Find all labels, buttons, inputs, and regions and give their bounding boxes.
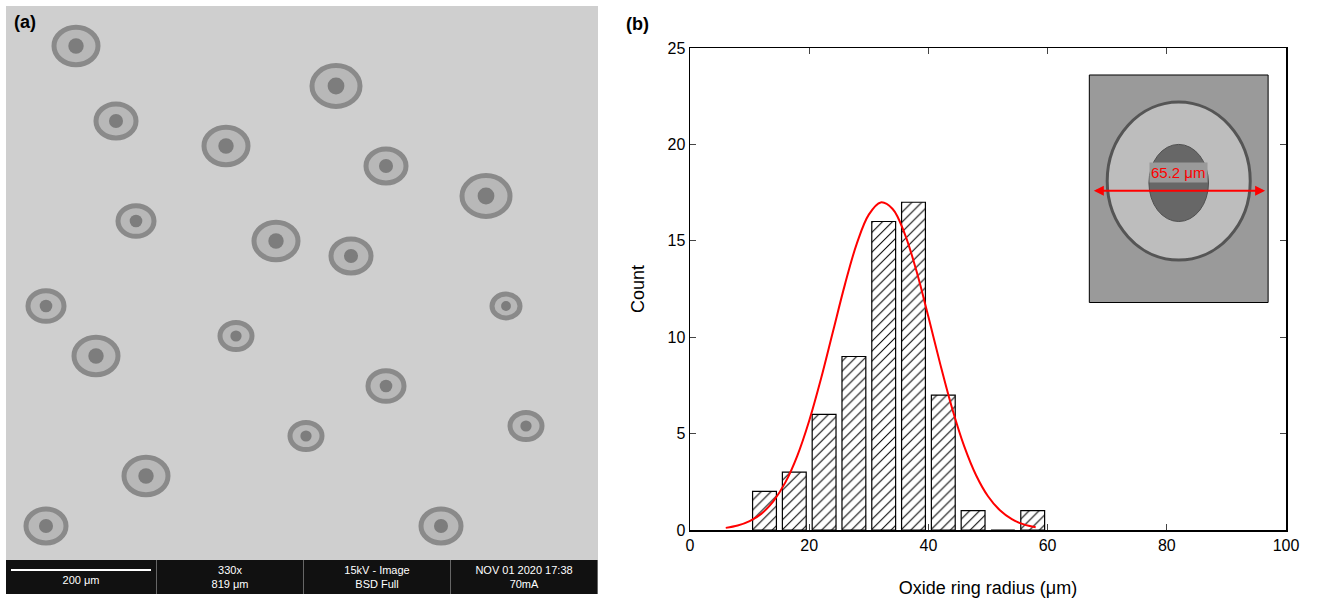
html-text:330x: 330x bbox=[218, 564, 242, 576]
html-text:200 μm: 200 μm bbox=[62, 573, 100, 586]
svg-text:0: 0 bbox=[676, 522, 685, 539]
svg-text:0: 0 bbox=[686, 537, 695, 554]
html-text:819 μm: 819 μm bbox=[211, 578, 249, 590]
html-text:70mA: 70mA bbox=[509, 578, 539, 590]
svg-text:10: 10 bbox=[668, 329, 686, 346]
svg-text:Count: Count bbox=[628, 265, 648, 313]
html-text:(a): (a) bbox=[14, 12, 36, 32]
html-text:NOV 01 2020 17:38: NOV 01 2020 17:38 bbox=[475, 564, 573, 576]
svg-text:65.2 μm: 65.2 μm bbox=[1151, 164, 1206, 181]
svg-text:Oxide ring radius (μm): Oxide ring radius (μm) bbox=[899, 578, 1077, 598]
html-text:BSD Full: BSD Full bbox=[355, 578, 399, 590]
svg-text:20: 20 bbox=[800, 537, 818, 554]
svg-text:15: 15 bbox=[668, 232, 686, 249]
svg-text:25: 25 bbox=[668, 40, 686, 57]
svg-text:60: 60 bbox=[1039, 537, 1057, 554]
svg-text:5: 5 bbox=[676, 425, 685, 442]
svg-text:20: 20 bbox=[668, 136, 686, 153]
svg-text:80: 80 bbox=[1158, 537, 1176, 554]
svg-text:100: 100 bbox=[1273, 537, 1300, 554]
svg-text:(b): (b) bbox=[626, 14, 649, 34]
html-text:15kV - Image: 15kV - Image bbox=[344, 564, 410, 576]
svg-text:40: 40 bbox=[920, 537, 938, 554]
